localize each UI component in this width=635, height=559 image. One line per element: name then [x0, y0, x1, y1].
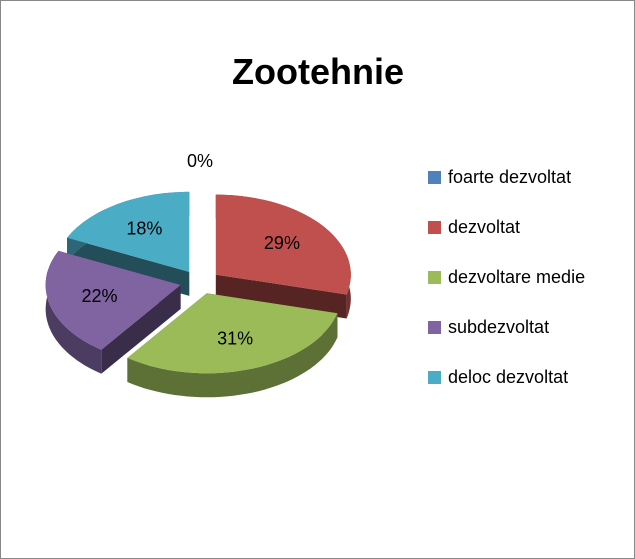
- legend-swatch: [428, 271, 441, 284]
- slice-wall: [45, 250, 102, 374]
- legend-entry: deloc dezvoltat: [428, 363, 628, 391]
- slice-side: [101, 285, 181, 374]
- data-label: 29%: [264, 233, 300, 253]
- legend-entry: dezvoltat: [428, 213, 628, 241]
- slice: [215, 194, 351, 295]
- legend-entry: subdezvoltat: [428, 313, 628, 341]
- legend-swatch: [428, 321, 441, 334]
- slice: [45, 250, 181, 350]
- slice: [67, 191, 190, 272]
- data-label: 31%: [217, 329, 253, 349]
- legend-label: subdezvoltat: [448, 317, 550, 337]
- slice: [127, 293, 338, 374]
- legend-swatch: [428, 371, 441, 384]
- data-label: 0%: [187, 151, 213, 171]
- data-label: 22%: [82, 286, 118, 306]
- data-label: 18%: [126, 219, 162, 239]
- legend-swatch: [428, 171, 441, 184]
- slice-wall: [127, 313, 338, 398]
- legend-label: foarte dezvoltat: [448, 167, 572, 187]
- legend-label: dezvoltare medie: [448, 267, 586, 287]
- slice-side: [215, 274, 347, 319]
- legend: foarte dezvoltat dezvoltat dezvoltare medi…: [428, 163, 628, 413]
- legend-entry: foarte dezvoltat: [428, 163, 628, 191]
- legend-label: dezvoltat: [448, 217, 521, 237]
- legend-swatch: [428, 221, 441, 234]
- legend-entry: dezvoltare medie: [428, 263, 628, 291]
- chart-title: Zootehnie: [232, 51, 404, 92]
- legend-label: deloc dezvoltat: [448, 367, 569, 387]
